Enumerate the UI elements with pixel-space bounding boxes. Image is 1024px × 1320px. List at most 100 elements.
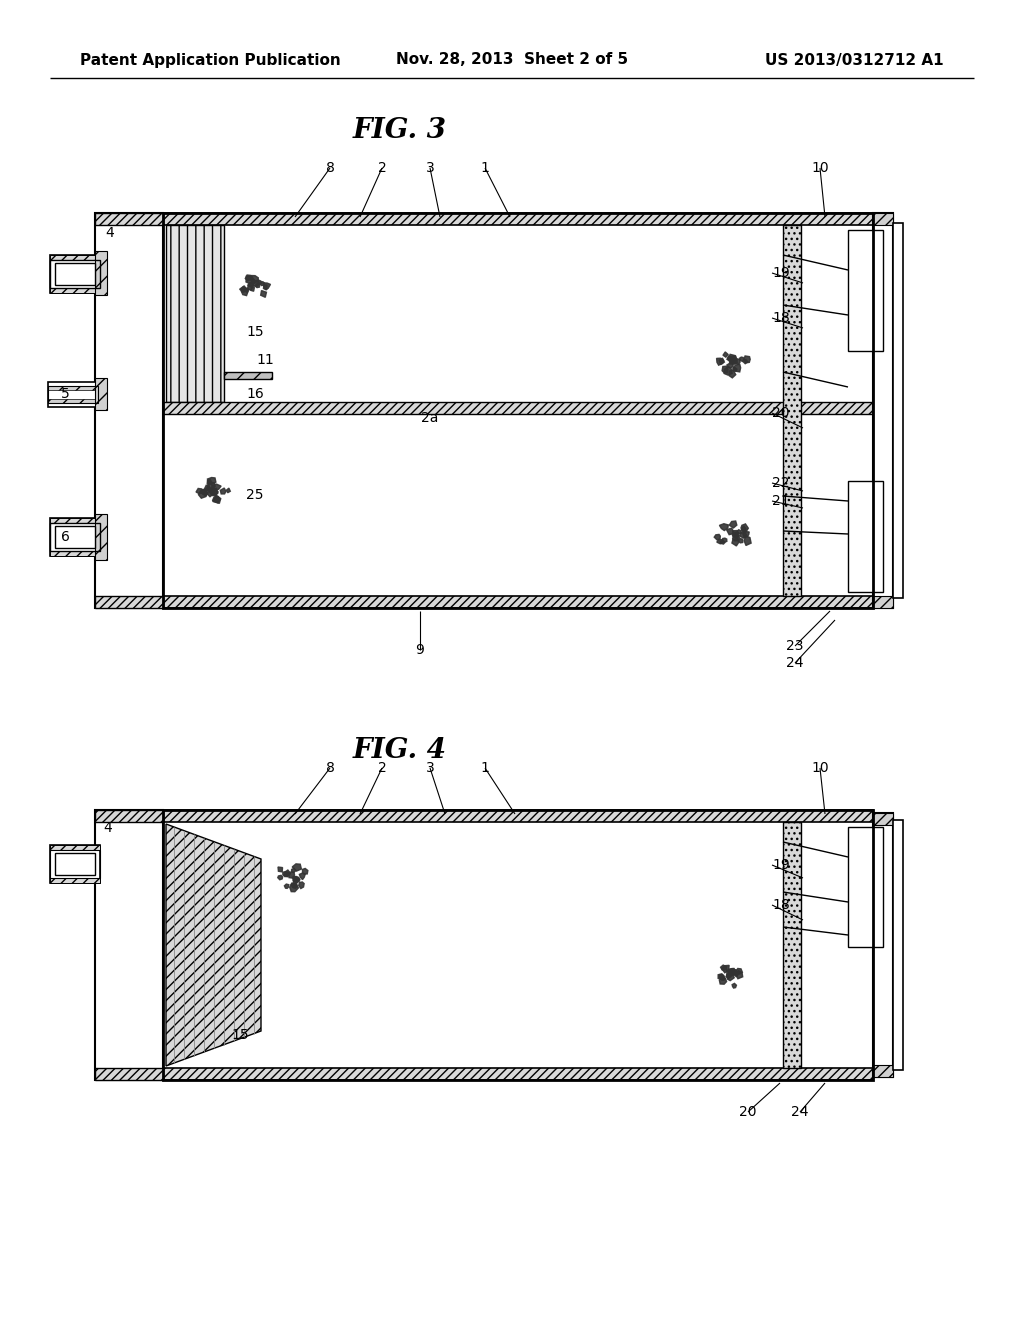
- Bar: [95, 513, 106, 560]
- Polygon shape: [212, 496, 220, 503]
- Bar: [50, 850, 100, 878]
- Polygon shape: [732, 531, 737, 537]
- Bar: [95, 597, 163, 609]
- Polygon shape: [292, 869, 296, 873]
- Polygon shape: [742, 359, 748, 364]
- Polygon shape: [734, 972, 738, 977]
- Polygon shape: [714, 535, 720, 540]
- Polygon shape: [731, 970, 737, 975]
- Bar: [50, 288, 100, 293]
- Text: 2: 2: [378, 161, 386, 176]
- Bar: [873, 213, 893, 609]
- Polygon shape: [289, 873, 295, 878]
- Bar: [163, 1068, 873, 1080]
- Polygon shape: [252, 280, 259, 286]
- Polygon shape: [299, 873, 305, 879]
- Polygon shape: [294, 878, 299, 883]
- Bar: [55, 263, 95, 285]
- Polygon shape: [743, 356, 751, 363]
- Polygon shape: [724, 367, 732, 375]
- Polygon shape: [729, 371, 736, 378]
- Polygon shape: [733, 368, 737, 371]
- Text: 4: 4: [103, 821, 113, 836]
- Polygon shape: [722, 965, 729, 973]
- Bar: [50, 845, 100, 850]
- Bar: [873, 597, 893, 609]
- Polygon shape: [729, 969, 736, 975]
- Text: 25: 25: [246, 488, 264, 502]
- Polygon shape: [283, 871, 289, 876]
- Polygon shape: [717, 358, 724, 366]
- Polygon shape: [732, 359, 737, 364]
- Text: 21: 21: [772, 494, 790, 508]
- Text: 18: 18: [772, 898, 790, 912]
- Polygon shape: [212, 488, 218, 495]
- Bar: [224, 372, 272, 379]
- Polygon shape: [736, 969, 742, 974]
- Polygon shape: [727, 356, 734, 362]
- Text: 19: 19: [772, 858, 790, 873]
- Polygon shape: [263, 285, 267, 290]
- Text: FIG. 4: FIG. 4: [353, 737, 447, 763]
- Bar: [95, 810, 163, 1080]
- Polygon shape: [207, 488, 213, 496]
- Text: Patent Application Publication: Patent Application Publication: [80, 53, 341, 67]
- Bar: [50, 878, 100, 883]
- Bar: [50, 517, 100, 556]
- Text: 2a: 2a: [421, 411, 438, 425]
- Polygon shape: [730, 355, 737, 363]
- Text: 20: 20: [772, 407, 790, 420]
- Polygon shape: [729, 970, 734, 974]
- Polygon shape: [251, 276, 258, 284]
- Polygon shape: [299, 882, 304, 888]
- Polygon shape: [246, 276, 254, 284]
- Polygon shape: [292, 883, 297, 888]
- Text: US 2013/0312712 A1: US 2013/0312712 A1: [765, 53, 944, 67]
- Polygon shape: [251, 288, 254, 292]
- Text: 15: 15: [246, 325, 264, 339]
- Polygon shape: [240, 286, 247, 292]
- Polygon shape: [209, 488, 214, 494]
- Text: 8: 8: [326, 161, 335, 176]
- Text: 4: 4: [105, 226, 115, 240]
- Bar: [893, 820, 903, 1071]
- Text: 3: 3: [426, 161, 434, 176]
- Text: 11: 11: [256, 352, 273, 367]
- Bar: [95, 213, 163, 224]
- Polygon shape: [284, 871, 289, 876]
- Polygon shape: [290, 883, 298, 892]
- Bar: [783, 822, 801, 1068]
- Polygon shape: [261, 290, 266, 297]
- Polygon shape: [242, 286, 246, 292]
- Polygon shape: [166, 824, 261, 1067]
- Text: 20: 20: [739, 1105, 757, 1119]
- Polygon shape: [742, 532, 750, 537]
- Bar: [48, 385, 98, 389]
- Polygon shape: [727, 363, 733, 368]
- Polygon shape: [199, 490, 207, 498]
- Polygon shape: [720, 541, 725, 544]
- Text: 15: 15: [231, 1028, 249, 1041]
- Polygon shape: [260, 281, 264, 285]
- Polygon shape: [201, 490, 207, 495]
- Text: 18: 18: [772, 312, 790, 325]
- Polygon shape: [733, 532, 739, 539]
- Polygon shape: [208, 483, 215, 488]
- Polygon shape: [220, 488, 226, 494]
- Polygon shape: [728, 969, 735, 974]
- Polygon shape: [722, 366, 728, 372]
- Polygon shape: [735, 359, 740, 364]
- Polygon shape: [248, 285, 253, 290]
- Polygon shape: [717, 540, 723, 544]
- Polygon shape: [732, 539, 739, 546]
- Polygon shape: [226, 488, 230, 492]
- Polygon shape: [727, 970, 732, 977]
- Polygon shape: [207, 486, 211, 491]
- Text: Nov. 28, 2013  Sheet 2 of 5: Nov. 28, 2013 Sheet 2 of 5: [396, 53, 628, 67]
- Bar: [48, 385, 98, 403]
- Polygon shape: [245, 288, 249, 293]
- Text: 3: 3: [426, 762, 434, 775]
- Polygon shape: [739, 531, 746, 539]
- Polygon shape: [293, 876, 298, 882]
- Polygon shape: [741, 524, 749, 532]
